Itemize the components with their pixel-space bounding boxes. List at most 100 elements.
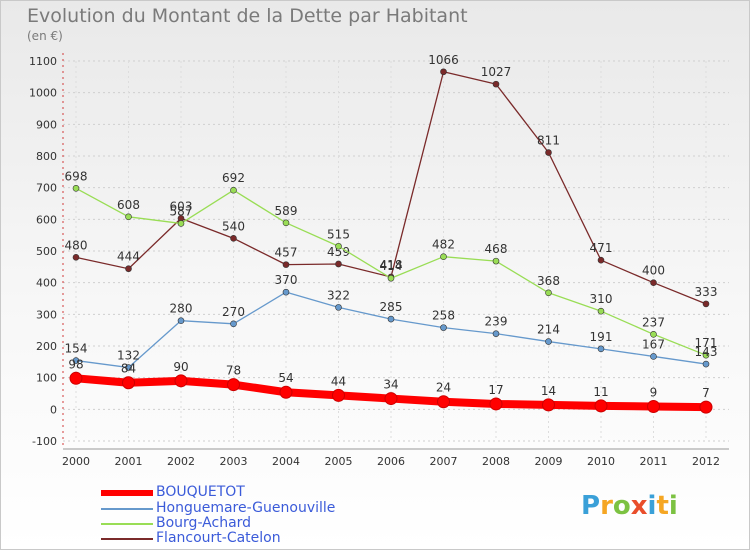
data-label: 310 [590,292,613,306]
data-point [440,68,447,76]
legend-label-bouquetot: BOUQUETOT [156,484,245,500]
legend-item-flancourt-catelon: Flancourt-Catelon [101,530,361,547]
data-point [279,385,293,399]
chart-title: Evolution du Montant de la Dette par Hab… [27,5,468,27]
data-point [72,185,80,192]
logo-letter: o [612,491,631,521]
logo-letter: x [630,491,648,521]
data-point [125,265,132,273]
data-point [227,378,240,392]
data-point [72,254,80,261]
series-layer: 480 444 603 540 457 459 418 1066 1027 811 471 400 33… [65,53,718,414]
legend-swatch-flancourt-catelon [101,538,153,540]
x-tick-label: 2001 [115,455,143,468]
data-point [489,397,503,411]
data-label: 1027 [481,65,512,79]
data-point [650,330,657,338]
data-label: 418 [380,258,403,272]
y-tick-label: 500 [36,245,57,258]
x-tick-label: 2006 [377,455,405,468]
data-label: 589 [275,204,298,218]
data-label: 90 [173,360,188,374]
logo-letter: r [600,491,613,521]
data-point [125,364,132,371]
data-point [335,260,342,268]
data-point [597,345,605,353]
series-honguemare-guenouville: 154 132 280 270 370 322 285 258 239 214 191 167 143 [65,273,717,371]
data-label: 44 [331,374,346,388]
x-tick-label: 2004 [272,455,300,468]
data-label: 603 [170,199,193,213]
x-tick-label: 2005 [325,455,353,468]
y-tick-label: 800 [36,150,57,163]
y-tick-label: 900 [36,118,57,131]
data-point [72,357,80,364]
data-label: 258 [432,309,455,323]
y-tick-label: 600 [36,213,57,226]
x-tick-label: 2011 [640,455,668,468]
data-point [702,351,710,359]
data-label: 608 [117,198,140,212]
data-label: 214 [537,323,560,337]
x-tick-label: 2000 [62,455,90,468]
axes [62,53,729,450]
data-label: 459 [327,245,350,259]
data-label: 370 [275,273,298,287]
data-point [699,400,713,414]
x-tick-label: 2009 [535,455,563,468]
data-label: 34 [383,378,398,392]
y-tick-label: -100 [32,435,57,448]
data-label: 333 [695,285,718,299]
data-label: 191 [590,330,613,344]
data-label: 270 [222,305,245,319]
data-point [332,388,345,402]
series-bourg-achard: 698 608 587 692 589 515 414 482 468 368 310 237 171 [65,169,718,359]
chart-subtitle: (en €) [27,29,63,43]
data-point [335,304,342,311]
data-point [545,338,552,345]
data-point [440,324,447,331]
data-label: 468 [485,242,508,256]
data-label: 480 [65,238,88,252]
logo-letter: i [668,491,678,521]
data-point [122,376,135,390]
data-label: 285 [380,300,403,314]
y-tick-label: 1000 [29,87,57,100]
series-bouquetot: 98 84 90 78 54 44 34 24 17 14 11 9 7 [68,357,713,414]
data-label: 444 [117,250,140,264]
data-label: 698 [65,169,88,183]
data-point [492,80,500,88]
data-point [545,149,552,156]
data-point [230,186,237,194]
data-label: 471 [590,241,613,255]
data-point [177,220,185,227]
data-label: 171 [695,336,718,350]
data-label: 515 [327,227,350,241]
data-point [597,307,605,315]
data-point [384,392,398,406]
data-point [492,257,500,265]
data-point [650,353,657,360]
y-tick-label: 300 [36,308,57,321]
data-label: 239 [485,315,508,329]
data-point [69,371,83,385]
x-tick-label: 2010 [587,455,615,468]
legend-item-bourg-achard: Bourg-Achard [101,515,361,532]
data-label: 9 [650,385,658,399]
data-label: 811 [537,134,560,148]
data-point [387,274,395,282]
data-label: 692 [222,171,245,185]
data-label: 167 [642,337,665,351]
y-tick-label: 700 [36,182,57,195]
data-label: 368 [537,274,560,288]
data-label: 400 [642,264,665,278]
logo-letter: P [581,491,601,521]
data-point [174,374,188,388]
x-axis-ticks: 2000 2001 2002 2003 2004 2005 2006 2007 2008 2009… [62,455,720,468]
data-point [125,213,132,221]
data-label: 540 [222,219,245,233]
data-point [282,219,290,227]
data-label: 7 [702,386,710,400]
